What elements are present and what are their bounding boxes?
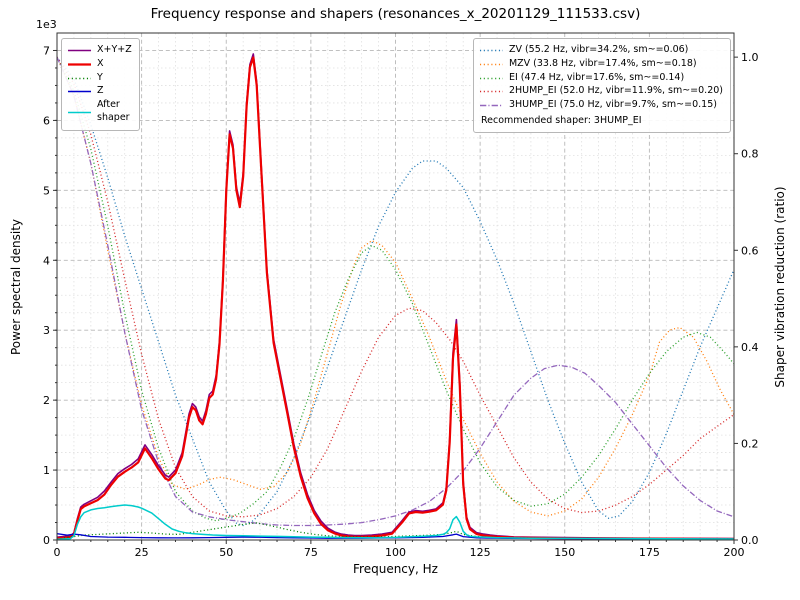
legend-line-sample xyxy=(68,63,91,66)
svg-text:100: 100 xyxy=(385,546,406,559)
legend-item-label: X xyxy=(97,57,104,69)
tick-labels: 0 25 50 75 100 125 150 175 200 0 1 2 3 4 5 6 7 0.0 0.2 0.4 0… xyxy=(43,44,759,559)
series-3hump-ei-line xyxy=(57,56,734,527)
legend-line-sample xyxy=(68,91,91,93)
legend-item-label: MZV (33.8 Hz, vibr=17.4%, sm~=0.18) xyxy=(508,57,697,69)
legend-line-sample xyxy=(68,49,91,52)
legend-item-after-shaper: After shaper xyxy=(67,99,132,125)
svg-text:3: 3 xyxy=(43,324,50,337)
legend-item-label: X+Y+Z xyxy=(97,44,132,55)
svg-text:175: 175 xyxy=(639,546,660,559)
legend-line-sample xyxy=(479,49,503,52)
legend-line-sample xyxy=(479,63,503,65)
legend-item-2hump-ei: 2HUMP_EI (52.0 Hz, vibr=11.9%, sm~=0.20) xyxy=(479,85,723,98)
svg-text:200: 200 xyxy=(724,546,745,559)
legend-item-label: After shaper xyxy=(97,99,130,124)
series-zv-line xyxy=(57,56,734,527)
svg-text:1.0: 1.0 xyxy=(741,51,759,64)
svg-text:0: 0 xyxy=(43,534,50,547)
y-axis-left-label: Power spectral density xyxy=(9,218,23,356)
legend-right: ZV (55.2 Hz, vibr=34.2%, sm~=0.06) MZV (3… xyxy=(472,38,731,133)
svg-text:7: 7 xyxy=(43,44,50,57)
legend-line-sample xyxy=(479,91,503,93)
legend-item-ei: EI (47.4 Hz, vibr=17.6%, sm~=0.14) xyxy=(479,72,723,85)
svg-text:0.8: 0.8 xyxy=(741,148,759,161)
legend-item-3hump-ei: 3HUMP_EI (75.0 Hz, vibr=9.7%, sm~=0.15) xyxy=(479,99,723,112)
svg-text:0: 0 xyxy=(54,546,61,559)
y-axis-offset-label: 1e3 xyxy=(36,18,57,31)
legend-line-sample xyxy=(68,111,91,113)
legend-item-label: ZV (55.2 Hz, vibr=34.2%, sm~=0.06) xyxy=(508,44,689,55)
legend-item-label: Y xyxy=(97,71,103,83)
tick-marks xyxy=(53,49,738,544)
svg-text:75: 75 xyxy=(304,546,318,559)
svg-text:4: 4 xyxy=(43,254,50,267)
legend-item-y: Y xyxy=(67,72,132,85)
legend-left: X+Y+Z X Y Z After shaper xyxy=(61,38,140,131)
legend-item-label: 3HUMP_EI (75.0 Hz, vibr=9.7%, sm~=0.15) xyxy=(508,99,717,111)
svg-text:0.6: 0.6 xyxy=(741,244,759,257)
legend-line-sample xyxy=(479,104,503,107)
svg-text:50: 50 xyxy=(219,546,233,559)
svg-text:6: 6 xyxy=(43,114,50,127)
series-lines xyxy=(57,53,734,540)
legend-line-sample xyxy=(68,77,91,79)
svg-text:125: 125 xyxy=(470,546,491,559)
x-axis-label: Frequency, Hz xyxy=(353,562,438,576)
svg-text:150: 150 xyxy=(554,546,575,559)
legend-line-sample xyxy=(479,77,503,79)
svg-text:2: 2 xyxy=(43,394,50,407)
series-y-line xyxy=(57,522,734,540)
legend-item-label: 2HUMP_EI (52.0 Hz, vibr=11.9%, sm~=0.20) xyxy=(508,85,723,97)
series-mzv-line xyxy=(57,56,734,517)
series-x-line xyxy=(57,56,734,540)
svg-text:0.4: 0.4 xyxy=(741,341,759,354)
chart-title: Frequency response and shapers (resonanc… xyxy=(150,6,641,22)
svg-text:5: 5 xyxy=(43,184,50,197)
legend-item-label: EI (47.4 Hz, vibr=17.6%, sm~=0.14) xyxy=(508,71,685,83)
svg-text:25: 25 xyxy=(135,546,149,559)
y-axis-right-label: Shaper vibration reduction (ratio) xyxy=(773,186,787,388)
legend-item-z: Z xyxy=(67,85,132,98)
series-after-shaper-line xyxy=(57,504,734,540)
legend-item-zv: ZV (55.2 Hz, vibr=34.2%, sm~=0.06) xyxy=(479,44,723,57)
svg-text:0.0: 0.0 xyxy=(741,534,759,547)
svg-text:0.2: 0.2 xyxy=(741,437,759,450)
svg-text:1: 1 xyxy=(43,464,50,477)
legend-item-label: Z xyxy=(97,85,104,97)
legend-item-x: X xyxy=(67,58,132,71)
legend-item-mzv: MZV (33.8 Hz, vibr=17.4%, sm~=0.18) xyxy=(479,58,723,71)
legend-item-x-y-z: X+Y+Z xyxy=(67,44,132,57)
recommended-shaper-note: Recommended shaper: 3HUMP_EI xyxy=(480,115,642,127)
